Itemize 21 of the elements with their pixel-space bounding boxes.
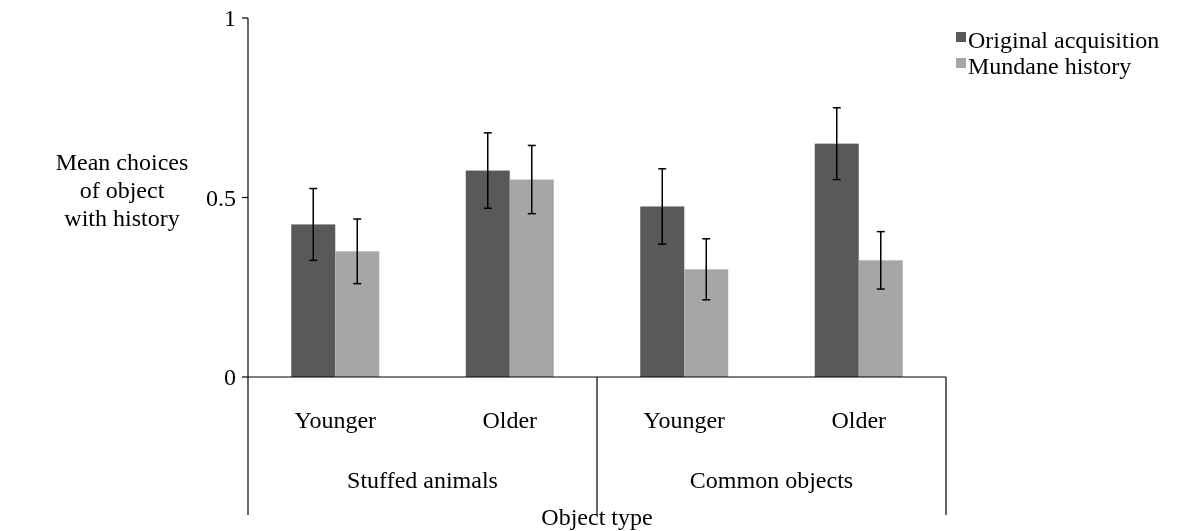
y-axis-title: Mean choices of object with history — [55, 149, 189, 231]
bar — [684, 269, 729, 377]
x-tick-label: Younger — [643, 407, 726, 433]
x-tick-label: Older — [831, 407, 887, 433]
y-tick-label: 1 — [224, 5, 236, 32]
legend-label: Mundane history — [968, 53, 1132, 80]
bar — [858, 260, 903, 377]
x-tick-label: Older — [482, 407, 538, 433]
bar — [509, 179, 554, 377]
x-axis-title: Object type — [541, 504, 653, 530]
y-tick-label: 0 — [224, 364, 236, 391]
y-tick-label: 0.5 — [206, 184, 236, 211]
bar — [640, 206, 685, 377]
bar — [465, 170, 510, 377]
bar — [291, 224, 336, 377]
bar — [335, 251, 380, 377]
x-tick-label: Younger — [294, 407, 377, 433]
text: Common objects — [689, 467, 854, 493]
bar — [814, 143, 859, 377]
legend-label: Original acquisition — [968, 27, 1160, 54]
text: Stuffed animals — [347, 467, 498, 493]
